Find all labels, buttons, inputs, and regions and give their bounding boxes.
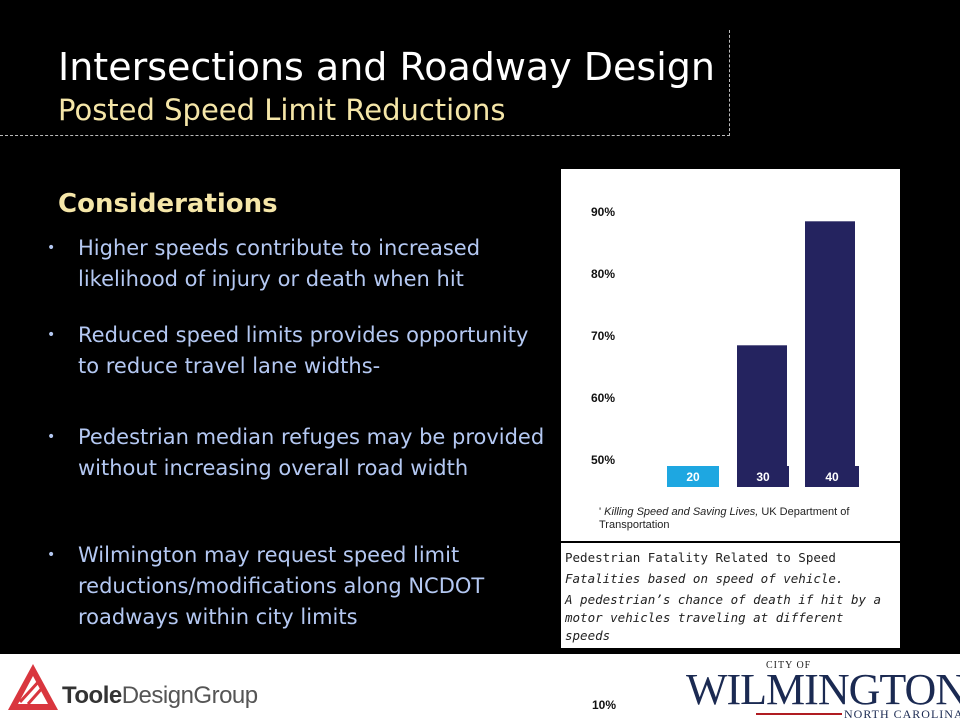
toole-group: DesignGroup [121, 682, 258, 709]
caption-line: A pedestrian’s chance of death if hit by… [565, 592, 882, 643]
city-of-wilmington-logo: CITY OF WILMINGTON NORTH CAROLINA [686, 660, 960, 720]
bullet-icon: • [47, 327, 56, 343]
category-label-box [667, 466, 719, 487]
y-tick-label: 70% [591, 329, 615, 343]
caption-line: Fatalities based on speed of vehicle. [565, 571, 844, 586]
toole-brand: Toole [62, 682, 122, 709]
x-category-label: 20 [686, 470, 700, 484]
logo-divider [756, 713, 842, 715]
y-tick-label: 80% [591, 267, 615, 281]
category-label-box [737, 466, 789, 487]
toole-logo-icon [8, 664, 58, 710]
chart-source-note: ' Killing Speed and Saving Lives, UK Dep… [599, 506, 894, 532]
source-rest: UK Department of Transportation [599, 506, 850, 531]
y-tick-label: 90% [591, 205, 615, 219]
bullet-item: • Reduced speed limits provides opportun… [47, 320, 548, 382]
x-category-label: 30 [756, 470, 770, 484]
category-label-box [805, 466, 859, 487]
bullet-text: Wilmington may request speed limit reduc… [78, 543, 485, 629]
source-title: Killing Speed and Saving Lives, [604, 506, 759, 518]
city-name: WILMINGTON [686, 665, 960, 714]
section-heading: Considerations [58, 189, 278, 219]
title-block: Intersections and Roadway Design Posted … [0, 30, 730, 136]
state-name: NORTH CAROLINA [844, 707, 960, 720]
bullet-icon: • [47, 429, 56, 445]
source-prefix: ' [599, 506, 602, 518]
chart-canvas: 90% 80% 70% 60% 50% 20 30 40 [591, 205, 859, 487]
x-category-label: 40 [825, 470, 839, 484]
bullet-item: • Higher speeds contribute to increased … [47, 233, 548, 295]
page-subtitle: Posted Speed Limit Reductions [58, 93, 506, 127]
bullet-text: Reduced speed limits provides opportunit… [78, 323, 529, 378]
bullet-text: Pedestrian median refuges may be provide… [78, 425, 545, 480]
bullet-item: • Wilmington may request speed limit red… [47, 540, 548, 633]
city-of-text: CITY OF [766, 660, 812, 671]
caption-title: Pedestrian Fatality Related to Speed [565, 550, 836, 565]
bullet-icon: • [47, 240, 56, 256]
bullet-text: Higher speeds contribute to increased li… [78, 236, 481, 291]
y-tick-label: 50% [591, 453, 615, 467]
bullet-item: • Pedestrian median refuges may be provi… [47, 422, 548, 484]
fatality-chart: 90% 80% 70% 60% 50% 20 30 40 ' Killing Speed an… [561, 169, 900, 541]
bar-40 [805, 221, 855, 466]
toole-design-group-logo: TooleDesignGroup [62, 682, 258, 710]
bar-30 [737, 345, 787, 466]
chart-tick-label: 10% [592, 698, 617, 712]
bullet-icon: • [47, 547, 56, 563]
page-title: Intersections and Roadway Design [58, 45, 715, 89]
y-tick-label: 60% [591, 391, 615, 405]
chart-caption: Pedestrian Fatality Related to Speed Fat… [561, 543, 900, 648]
footer: TooleDesignGroup 10% CITY OF WILMINGTON … [0, 654, 960, 720]
